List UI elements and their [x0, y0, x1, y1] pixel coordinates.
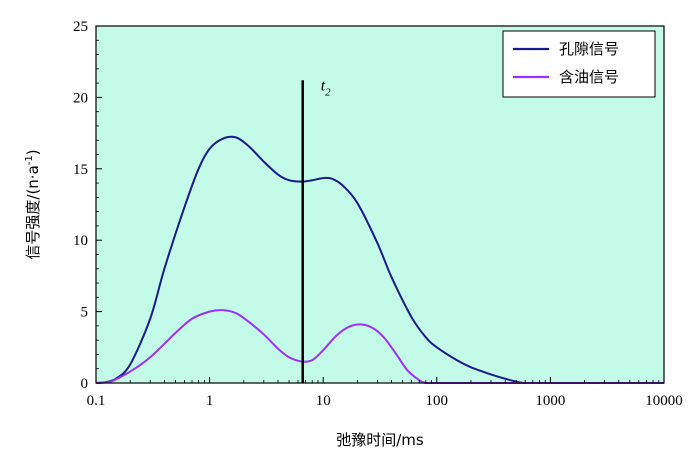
t2-label-main: t [321, 77, 326, 94]
annotation-layer: t2 [301, 77, 331, 383]
x-tick-label: 1000 [535, 393, 565, 409]
legend-label-2: 含油信号 [559, 68, 619, 86]
y-axis-title-sup: -1 [24, 155, 35, 165]
t2-label-sub: 2 [325, 86, 331, 98]
y-axis-title-close: ) [24, 149, 42, 155]
x-axis-title: 弛豫时间/ms [336, 431, 424, 449]
y-tick-label: 10 [73, 233, 88, 249]
x-tick-label: 10 [316, 393, 331, 409]
y-tick-label: 0 [81, 376, 89, 392]
x-tick-label: 1 [206, 393, 214, 409]
legend-label-1: 孔隙信号 [559, 40, 619, 58]
y-tick-label: 15 [73, 162, 88, 178]
x-tick-label: 0.1 [87, 393, 106, 409]
t2-label: t2 [321, 77, 331, 98]
y-tick-label: 20 [73, 90, 88, 106]
y-axis-title: 信号强度/(n·a-1) [24, 149, 42, 259]
y-tick-label: 5 [81, 305, 89, 321]
y-tick-label: 25 [73, 19, 88, 35]
plot-frame [95, 25, 665, 384]
x-tick-label: 100 [426, 393, 449, 409]
legend-box [502, 30, 656, 98]
axes-layer: 0 5 10 15 20 25 0.1 1 10 100 1000 10000 [73, 19, 683, 409]
y-axis-title-main: 信号强度/(n·a [24, 165, 42, 259]
series-line-1 [95, 135, 664, 384]
x-tick-label: 10000 [645, 393, 683, 409]
